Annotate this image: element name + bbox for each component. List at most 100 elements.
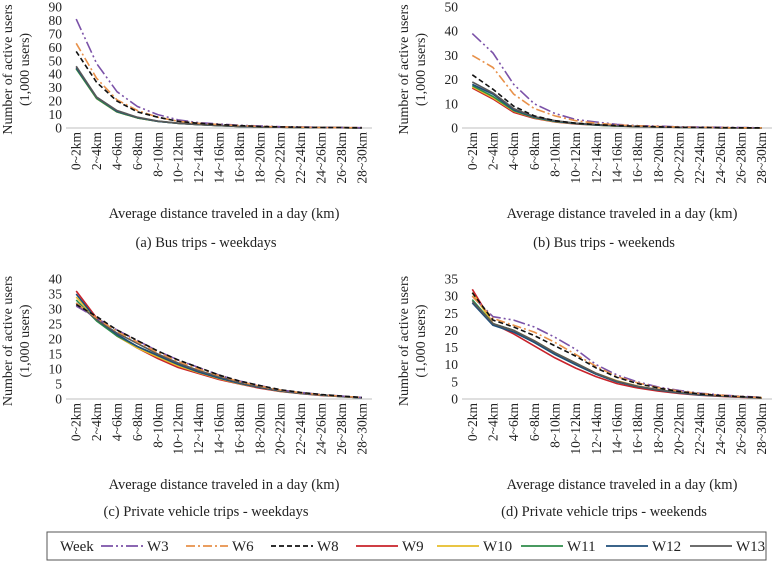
y-tick-label: 0 [451,392,458,407]
x-tick-label: 20~22km [672,403,687,455]
y-tick-label: 15 [49,347,63,362]
series-line-w12 [75,293,362,399]
x-tick-label: 10~12km [568,403,583,455]
x-tick-label: 14~16km [212,403,227,455]
legend-label-w11: W11 [567,539,596,555]
x-tick-label: 6~8km [130,403,145,442]
legend: Week W3 W6 W8 W9 W10 W11 W12 W13 [46,531,767,561]
y-tick-label: 80 [49,13,63,28]
x-tick-label: 0~2km [69,132,84,171]
y-tick-label: 60 [49,40,63,55]
series-line-w9 [471,87,762,129]
series-line-w3 [471,295,762,399]
x-tick-label: 26~28km [334,403,349,455]
x-tick-label: 22~24km [293,132,308,184]
series-line-w9 [75,67,362,129]
x-tick-label: 18~20km [651,132,666,184]
x-tick-label: 20~22km [672,132,687,184]
legend-label-w6: W6 [232,539,254,555]
y-tick-label: 25 [49,317,63,332]
y-tick-label: 30 [445,289,459,304]
x-tick-label: 22~24km [293,403,308,455]
x-tick-label: 18~20km [651,403,666,455]
series-line-w6 [75,42,362,129]
series-line-w13 [471,300,762,399]
x-axis-label: Average distance traveled in a day (km) [109,206,340,222]
legend-label-w8: W8 [317,539,339,555]
x-tick-label: 4~6km [110,132,125,171]
y-tick-label: 70 [49,26,63,41]
y-tick-label: 5 [451,374,458,389]
y-axis-label: (1,000 users) [18,304,33,377]
chart-panel-2: 0 10 20 30 40 50 0~2km 2~4km 4~6km 6~8km 8~10km 10~… [397,0,772,251]
x-tick-label: 24~26km [713,132,728,184]
y-tick-label: 15 [445,340,459,355]
x-tick-label: 24~26km [314,403,329,455]
y-axis-label: Number of active users [397,276,412,406]
y-axis-label: Number of active users [1,276,16,406]
series-line-w11 [75,299,362,399]
series-line-w3 [75,305,362,399]
series-line-w8 [471,74,762,129]
x-tick-label: 26~28km [734,132,749,184]
y-tick-label: 10 [49,107,63,122]
chart-panel-4: 0 5 10 15 20 25 30 35 0~2km 2~4km 4~6km 6~8km 8~10km… [397,272,772,520]
series-line-w12 [75,67,362,129]
x-tick-label: 18~20km [252,403,267,455]
legend-label-w13: W13 [736,539,765,555]
y-tick-label: 20 [49,94,63,109]
x-tick-label: 28~30km [754,403,769,455]
legend-label-w3: W3 [147,539,169,555]
x-tick-label: 14~16km [610,403,625,455]
y-tick-label: 0 [451,121,458,136]
y-tick-label: 90 [49,0,63,15]
x-tick-label: 2~4km [486,132,501,171]
series-line-w10 [75,68,362,129]
series-line-w8 [471,292,762,399]
y-tick-label: 10 [445,96,459,111]
chart-caption: (a) Bus trips - weekdays [136,235,277,251]
x-tick-label: 18~20km [252,132,267,184]
x-axis-label: Average distance traveled in a day (km) [507,477,738,493]
series-line-w13 [75,302,362,399]
y-tick-label: 30 [49,80,63,95]
y-tick-label: 5 [55,377,62,392]
y-tick-label: 40 [49,272,63,287]
chart-caption: (b) Bus trips - weekends [533,235,675,251]
x-tick-label: 16~18km [232,132,247,184]
y-axis-label: (1,000 users) [18,33,33,106]
x-tick-label: 12~14km [589,403,604,455]
y-tick-label: 20 [445,72,459,87]
series-line-w8 [75,303,362,399]
x-tick-label: 2~4km [486,403,501,442]
x-tick-label: 28~30km [354,132,369,184]
x-axis-label: Average distance traveled in a day (km) [507,206,738,222]
x-tick-label: 28~30km [754,132,769,184]
x-tick-label: 16~18km [630,132,645,184]
y-tick-label: 50 [49,53,63,68]
x-tick-label: 8~10km [548,403,563,448]
x-tick-label: 4~6km [506,403,521,442]
y-axis-label: (1,000 users) [414,33,429,106]
x-tick-label: 16~18km [232,403,247,455]
series-line-w10 [471,86,762,129]
x-tick-label: 6~8km [527,403,542,442]
x-tick-label: 24~26km [314,132,329,184]
y-axis-label: (1,000 users) [414,304,429,377]
y-tick-label: 10 [445,357,459,372]
x-tick-label: 12~14km [589,132,604,184]
series-line-w13 [75,65,362,129]
x-tick-label: 20~22km [273,132,288,184]
y-tick-label: 30 [49,302,63,317]
series-line-w11 [471,84,762,129]
y-tick-label: 20 [445,323,459,338]
y-axis-label: Number of active users [1,4,16,134]
x-tick-label: 28~30km [354,403,369,455]
chart-caption: (d) Private vehicle trips - weekends [501,504,707,520]
legend-label-w12: W12 [652,539,681,555]
x-tick-label: 12~14km [191,403,206,455]
x-tick-label: 10~12km [171,132,186,184]
y-tick-label: 40 [49,67,63,82]
